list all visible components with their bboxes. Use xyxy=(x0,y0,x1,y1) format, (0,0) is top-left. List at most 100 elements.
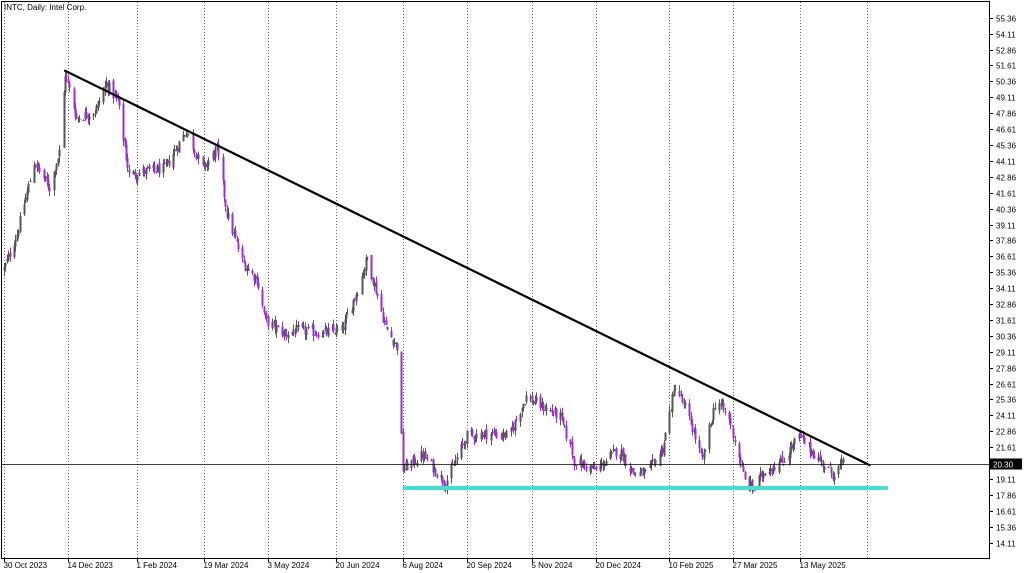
candle-body xyxy=(14,240,17,247)
candle-body xyxy=(654,459,657,465)
candle-body xyxy=(789,446,792,459)
candle-body xyxy=(396,343,399,351)
candle-body xyxy=(271,321,274,328)
candle-body xyxy=(67,78,70,83)
candle-body xyxy=(620,449,623,457)
candle-body xyxy=(661,448,664,454)
candle-body xyxy=(738,443,741,458)
candle-body xyxy=(446,480,449,490)
candle-body xyxy=(714,407,717,409)
candle-body xyxy=(57,158,60,165)
candle-body xyxy=(720,403,723,405)
x-tick-label: 3 May 2024 xyxy=(268,561,310,570)
x-tick-label: 13 May 2025 xyxy=(800,561,847,570)
candle-body xyxy=(434,469,437,477)
candle-body xyxy=(217,143,220,155)
candle-body xyxy=(386,326,389,330)
candle-body xyxy=(393,342,396,345)
candle-body xyxy=(287,335,290,339)
candle-body xyxy=(535,397,538,402)
candle-body xyxy=(440,474,443,478)
candle-body xyxy=(555,408,558,419)
candle-body xyxy=(251,270,254,273)
candle-body xyxy=(549,409,552,411)
candle-body xyxy=(54,172,57,174)
candle-body xyxy=(366,257,369,259)
candle-body xyxy=(26,190,29,200)
candle-body xyxy=(551,409,554,413)
candle-body xyxy=(572,456,575,458)
candle-body xyxy=(622,448,625,462)
candle-body xyxy=(222,156,225,181)
candle-body xyxy=(47,179,50,188)
candle-body xyxy=(74,108,77,117)
candle-body xyxy=(663,442,666,456)
candle-body xyxy=(327,328,330,337)
candle-body xyxy=(664,433,667,441)
x-tick-label: 20 Dec 2024 xyxy=(596,561,642,570)
candle-body xyxy=(463,443,466,446)
resistance-trendline[interactable] xyxy=(63,69,871,467)
candle-body xyxy=(332,324,335,331)
candle-body xyxy=(346,313,349,315)
candle-body xyxy=(514,420,517,431)
candle-body xyxy=(521,407,524,413)
candle-body xyxy=(34,166,37,168)
candle-body xyxy=(372,277,375,285)
candle-body xyxy=(585,466,588,470)
time-axis[interactable]: 30 Oct 2023 14 Dec 2023 1 Feb 2024 19 Mar 2… xyxy=(4,558,847,570)
y-tick-label: 45.36 xyxy=(996,142,1017,151)
candle-body xyxy=(336,328,339,330)
candle-body xyxy=(565,425,568,439)
candle-body xyxy=(481,435,484,438)
candle-body xyxy=(615,448,618,457)
candle-body xyxy=(335,327,338,336)
candle-body xyxy=(758,475,761,490)
candle-body xyxy=(545,407,548,411)
candle-body xyxy=(124,138,127,148)
candle-body xyxy=(773,466,776,471)
candle-body xyxy=(700,448,703,453)
candle-body xyxy=(302,325,305,327)
candle-body xyxy=(819,454,822,462)
candle-body xyxy=(342,327,345,330)
candle-body xyxy=(295,325,298,333)
candle-body xyxy=(236,239,239,242)
candle-body xyxy=(613,449,616,451)
x-tick-label: 6 Aug 2024 xyxy=(403,561,444,570)
candle-body xyxy=(769,468,772,475)
candle-body xyxy=(77,117,80,119)
candle-body xyxy=(186,132,189,134)
candle-body xyxy=(561,412,564,417)
candle-body xyxy=(237,243,240,250)
candle-body xyxy=(118,98,121,106)
candle-body xyxy=(436,476,439,478)
candle-body xyxy=(809,441,812,453)
candle-body xyxy=(285,334,288,337)
candle-body xyxy=(283,330,286,337)
candle-body xyxy=(204,164,207,168)
y-tick-label: 47.86 xyxy=(996,110,1017,119)
candle-body xyxy=(759,472,762,477)
candle-body xyxy=(395,342,398,345)
candle-body xyxy=(673,389,676,397)
candle-body xyxy=(146,166,149,168)
candle-body xyxy=(75,114,78,118)
y-tick-label: 27.86 xyxy=(996,365,1017,374)
candle-body xyxy=(55,164,58,171)
candle-body xyxy=(680,395,683,397)
candle-body xyxy=(277,326,280,328)
candle-body xyxy=(352,300,355,312)
candle-body xyxy=(168,160,171,166)
candle-body xyxy=(243,260,246,263)
candle-body xyxy=(644,470,647,472)
candle-body xyxy=(624,454,627,466)
y-tick-label: 34.11 xyxy=(996,285,1016,294)
price-axis[interactable]: 55.36 54.11 52.86 51.61 50.36 49.11 47.86 46.61… xyxy=(989,15,1017,549)
candle-body xyxy=(474,438,477,440)
candle-body xyxy=(257,282,260,289)
candle-body xyxy=(512,427,515,431)
candle-body xyxy=(63,91,66,148)
candle-body xyxy=(832,473,835,480)
